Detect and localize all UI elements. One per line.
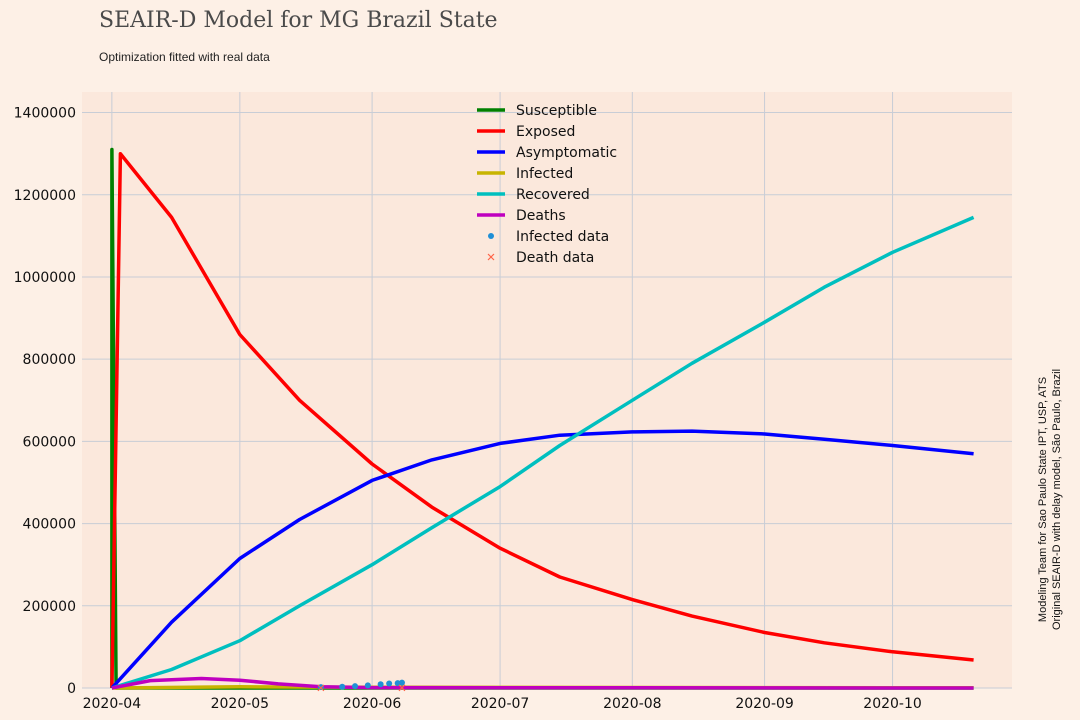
- legend-swatch-death-data: [487, 253, 495, 261]
- data-point-infected-data: [377, 681, 384, 688]
- x-tick-label: 2020-08: [603, 696, 662, 712]
- chart-title: SEAIR-D Model for MG Brazil State: [99, 8, 498, 33]
- legend-label-asymptomatic: Asymptomatic: [516, 145, 617, 161]
- y-tick-label: 600000: [23, 434, 76, 450]
- y-tick-label: 0: [67, 681, 76, 697]
- x-axis: 2020-04 2020-05 2020-06 2020-07 2020-08 2020-…: [83, 696, 922, 712]
- y-axis: 0 200000 400000 600000 800000 1000000 1200000 1…: [14, 106, 76, 697]
- x-tick-label: 2020-10: [863, 696, 922, 712]
- legend-label-death-data: Death data: [516, 250, 594, 266]
- chart-subtitle: Optimization fitted with real data: [99, 50, 270, 64]
- series-line-exposed: [110, 151, 974, 689]
- legend-label-deaths: Deaths: [516, 208, 566, 224]
- data-point-infected-data: [364, 682, 371, 689]
- legend-label-susceptible: Susceptible: [516, 103, 597, 119]
- x-tick-label: 2020-06: [343, 696, 402, 712]
- y-tick-label: 400000: [23, 517, 76, 533]
- data-point-infected-data: [386, 680, 393, 687]
- y-tick-label: 200000: [23, 599, 76, 615]
- x-tick-label: 2020-07: [471, 696, 530, 712]
- series-line-asymptomatic: [110, 429, 974, 690]
- x-tick-label: 2020-04: [83, 696, 142, 712]
- data-point-death-data: [317, 684, 325, 692]
- data-point-infected-data: [339, 683, 346, 690]
- series-line-deaths: [111, 676, 974, 690]
- series-group: [110, 147, 975, 692]
- y-tick-label: 1200000: [14, 188, 76, 204]
- legend-swatch-infected-data: [488, 233, 494, 239]
- x-tick-label: 2020-09: [735, 696, 794, 712]
- plot-area: [82, 92, 1012, 688]
- data-point-death-data: [398, 684, 406, 692]
- legend-label-recovered: Recovered: [516, 187, 590, 203]
- legend-label-exposed: Exposed: [516, 124, 575, 140]
- y-tick-label: 1400000: [14, 106, 76, 122]
- data-point-infected-data: [352, 683, 359, 690]
- legend: Susceptible Exposed Asymptomatic Infected Re…: [477, 103, 617, 266]
- legend-label-infected-data: Infected data: [516, 229, 609, 245]
- y-tick-label: 800000: [23, 352, 76, 368]
- series-line-recovered: [111, 215, 975, 690]
- y-tick-label: 1000000: [14, 270, 76, 286]
- data-point-infected-data: [398, 679, 405, 686]
- x-tick-label: 2020-05: [211, 696, 270, 712]
- legend-label-infected: Infected: [516, 166, 573, 182]
